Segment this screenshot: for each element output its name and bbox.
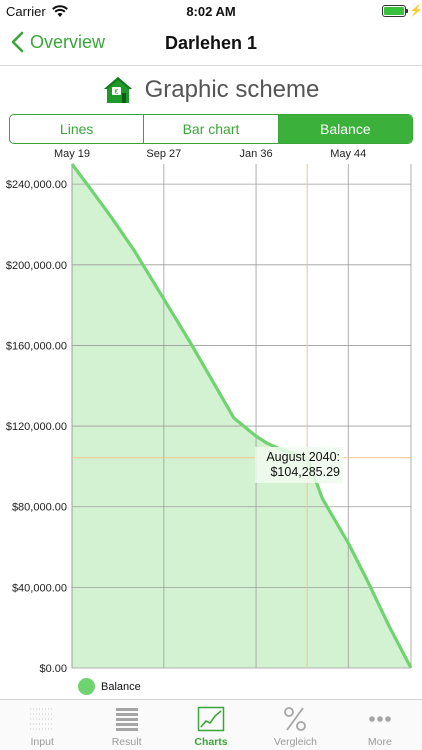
y-tick-label-6: $240,000.00 [6, 179, 67, 191]
y-tick-label-5: $200,000.00 [6, 260, 67, 272]
result-list-icon [115, 708, 138, 731]
segment-lines[interactable]: Lines [59, 121, 94, 137]
house-euro-icon: € [103, 77, 132, 103]
navigation-bar: Overview Darlehen 1 [0, 22, 422, 66]
tab-input-label: Input [30, 736, 54, 748]
charging-bolt-icon: ⚡ [409, 5, 422, 17]
balance-line [70, 163, 413, 669]
battery-icon [382, 5, 406, 17]
carrier-label: Carrier [6, 4, 46, 19]
tab-more-label: More [367, 736, 392, 748]
tab-bar: Input Result Charts Vergleich More [0, 699, 422, 750]
chart-legend: Balance [78, 678, 141, 695]
page-title: Darlehen 1 [164, 33, 258, 53]
y-tick-label-2: $80,000.00 [12, 502, 67, 514]
percent-icon [284, 707, 307, 731]
charts-icon [197, 706, 225, 732]
tab-charts-label: Charts [194, 736, 228, 748]
more-dots-icon [369, 716, 391, 722]
highlight-tooltip: August 2040: $104,285.29 [255, 447, 343, 483]
y-tick-label-0: $0.00 [39, 663, 67, 675]
balance-chart[interactable]: $0.00 $40,000.00 $80,000.00 $120,000.00 $160… [0, 146, 422, 676]
legend-label-balance: Balance [101, 680, 141, 693]
y-tick-label-4: $160,000.00 [6, 340, 67, 352]
tab-result-label: Result [111, 736, 142, 748]
y-tick-label-3: $120,000.00 [6, 421, 67, 433]
chevron-left-icon [11, 31, 24, 53]
battery-tip [406, 9, 408, 13]
tooltip-date: August 2040: [266, 450, 340, 464]
chart-type-segmented-control: Lines Bar chart Balance [9, 114, 413, 144]
svg-text:€: € [114, 89, 118, 96]
clock: 8:02 AM [186, 4, 236, 19]
y-tick-label-1: $40,000.00 [12, 582, 67, 594]
status-bar: Carrier 8:02 AM ⚡ [0, 0, 422, 22]
balance-chart-svg[interactable]: $0.00 $40,000.00 $80,000.00 $120,000.00 $160… [0, 146, 422, 676]
tooltip-value: $104,285.29 [270, 465, 340, 479]
tab-input[interactable]: Input [0, 700, 84, 750]
chart-heading-row: € Graphic scheme [0, 72, 422, 108]
legend-swatch-balance [78, 678, 95, 695]
balance-area [72, 164, 411, 668]
chart-heading: Graphic scheme [144, 76, 320, 103]
tab-vergleich-label: Vergleich [273, 736, 318, 748]
x-tick-label-3: May 44 [330, 148, 366, 160]
x-tick-label-2: Jan 36 [240, 148, 273, 160]
input-grid-icon [30, 708, 55, 730]
x-tick-label-0: May 19 [54, 148, 90, 160]
segment-balance[interactable]: Balance [277, 115, 412, 143]
tab-vergleich[interactable]: Vergleich [253, 700, 337, 750]
tab-charts[interactable]: Charts [169, 700, 253, 750]
wifi-icon [52, 5, 68, 17]
x-tick-label-1: Sep 27 [146, 148, 181, 160]
back-button[interactable]: Overview [10, 31, 105, 53]
tab-more[interactable]: More [338, 700, 422, 750]
back-button-label: Overview [30, 31, 106, 52]
segment-bar-chart[interactable]: Bar chart [143, 115, 277, 143]
tab-result[interactable]: Result [84, 700, 168, 750]
